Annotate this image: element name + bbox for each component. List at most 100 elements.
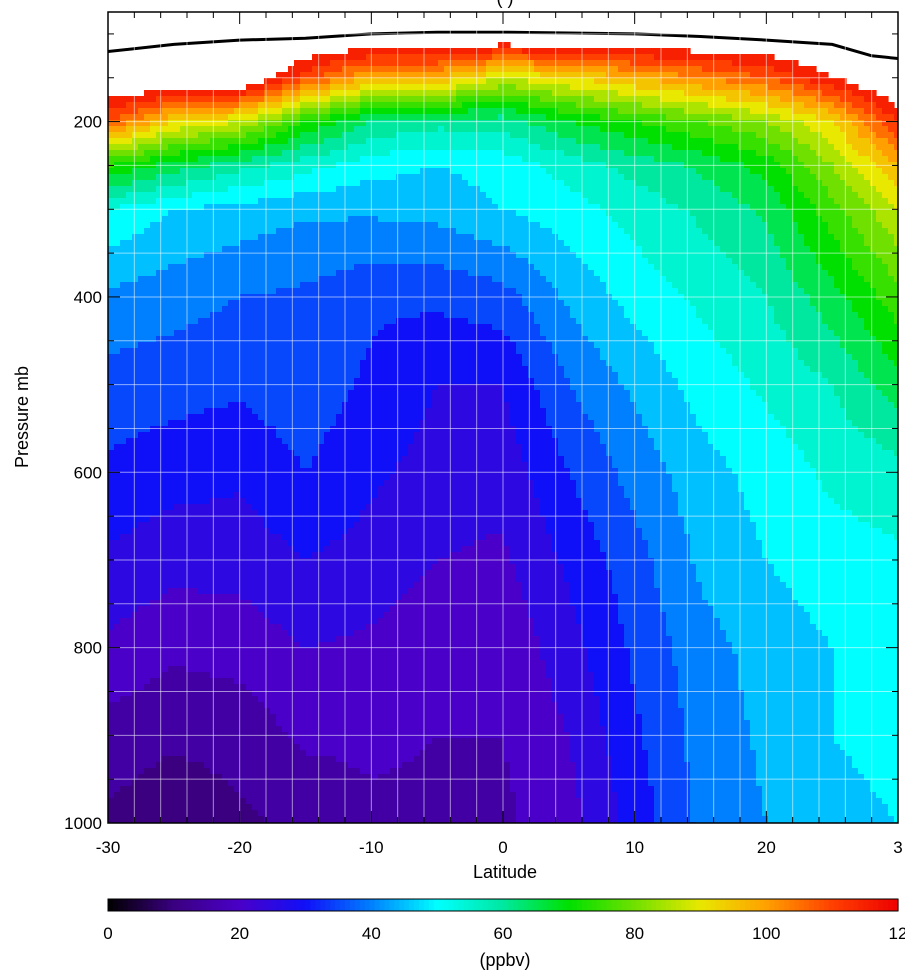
contour-cell	[282, 270, 289, 277]
contour-cell	[204, 510, 211, 517]
contour-cell	[192, 630, 199, 637]
contour-cell	[264, 630, 271, 637]
contour-cell	[270, 534, 277, 541]
contour-cell	[120, 642, 127, 649]
contour-cell	[222, 96, 229, 103]
contour-cell	[270, 372, 277, 379]
contour-cell	[114, 276, 121, 283]
contour-cell	[162, 246, 169, 253]
contour-cell	[258, 222, 265, 229]
contour-cell	[294, 378, 301, 385]
contour-cell	[204, 702, 211, 709]
contour-cell	[186, 192, 193, 199]
contour-cell	[156, 540, 163, 547]
contour-cell	[144, 210, 151, 217]
contour-cell	[168, 126, 175, 133]
contour-cell	[120, 438, 127, 445]
contour-cell	[252, 750, 259, 757]
contour-cell	[186, 534, 193, 541]
contour-cell	[330, 786, 337, 793]
contour-cell	[120, 408, 127, 415]
plot-area	[107, 11, 899, 824]
contour-cell	[312, 636, 319, 643]
contour-cell	[216, 246, 223, 253]
contour-cell	[168, 786, 175, 793]
contour-cell	[336, 786, 343, 793]
contour-cell	[120, 168, 127, 175]
contour-cell	[276, 690, 283, 697]
contour-cell	[174, 348, 181, 355]
contour-cell	[132, 186, 139, 193]
contour-cell	[276, 108, 283, 115]
contour-cell	[138, 498, 145, 505]
contour-cell	[276, 780, 283, 787]
contour-cell	[138, 486, 145, 493]
contour-cell	[258, 804, 265, 811]
contour-cell	[156, 738, 163, 745]
contour-cell	[156, 768, 163, 775]
contour-cell	[192, 480, 199, 487]
contour-cell	[294, 444, 301, 451]
contour-cell	[258, 756, 265, 763]
contour-cell	[156, 102, 163, 109]
contour-cell	[312, 186, 319, 193]
contour-cell	[222, 126, 229, 133]
contour-cell	[216, 768, 223, 775]
contour-cell	[282, 516, 289, 523]
contour-cell	[240, 786, 247, 793]
contour-cell	[324, 792, 331, 799]
contour-cell	[198, 672, 205, 679]
contour-cell	[144, 726, 151, 733]
contour-cell	[270, 264, 277, 271]
contour-cell	[156, 678, 163, 685]
contour-cell	[108, 666, 115, 673]
contour-cell	[144, 108, 151, 115]
contour-cell	[228, 252, 235, 259]
contour-cell	[198, 132, 205, 139]
contour-cell	[192, 738, 199, 745]
contour-cell	[180, 360, 187, 367]
contour-cell	[246, 690, 253, 697]
contour-cell	[252, 234, 259, 241]
contour-cell	[288, 624, 295, 631]
contour-cell	[222, 372, 229, 379]
contour-cell	[282, 288, 289, 295]
contour-cell	[216, 804, 223, 811]
contour-cell	[114, 564, 121, 571]
contour-cell	[114, 528, 121, 535]
contour-cell	[300, 204, 307, 211]
contour-cell	[228, 396, 235, 403]
contour-cell	[324, 726, 331, 733]
contour-cell	[276, 618, 283, 625]
contour-cell	[294, 528, 301, 535]
contour-cell	[324, 510, 331, 517]
contour-cell	[120, 306, 127, 313]
contour-cell	[228, 426, 235, 433]
contour-cell	[150, 474, 157, 481]
contour-cell	[246, 252, 253, 259]
contour-cell	[252, 798, 259, 805]
contour-cell	[312, 762, 319, 769]
contour-cell	[264, 492, 271, 499]
contour-cell	[234, 702, 241, 709]
contour-cell	[198, 180, 205, 187]
contour-cell	[186, 258, 193, 265]
contour-cell	[234, 468, 241, 475]
contour-cell	[138, 636, 145, 643]
contour-cell	[150, 450, 157, 457]
contour-cell	[174, 126, 181, 133]
contour-cell	[156, 780, 163, 787]
contour-cell	[276, 174, 283, 181]
contour-cell	[174, 222, 181, 229]
contour-cell	[126, 144, 133, 151]
contour-cell	[150, 150, 157, 157]
contour-cell	[150, 522, 157, 529]
contour-cell	[204, 624, 211, 631]
contour-cell	[108, 276, 115, 283]
contour-cell	[222, 456, 229, 463]
contour-cell	[138, 132, 145, 139]
contour-cell	[126, 360, 133, 367]
contour-cell	[312, 666, 319, 673]
contour-cell	[192, 330, 199, 337]
contour-cell	[234, 126, 241, 133]
